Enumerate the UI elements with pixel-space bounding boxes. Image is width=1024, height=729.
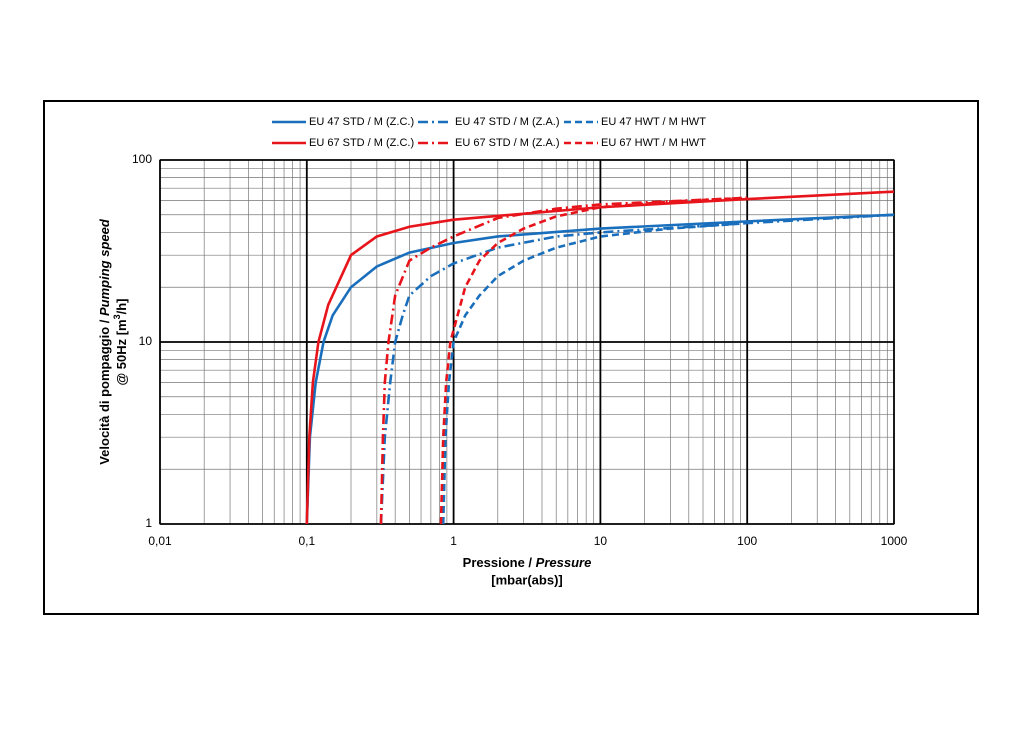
y-tick-label: 10 xyxy=(139,334,153,348)
x-tick-label: 1000 xyxy=(881,534,908,548)
y-unit-text: @ 50Hz [m xyxy=(114,319,129,385)
y-axis-label: Velocità di pompaggio / Pumping speed xyxy=(97,218,112,465)
y-axis-unit: @ 50Hz [m3/h] xyxy=(112,298,129,385)
y-unit-end: /h] xyxy=(114,298,129,314)
legend-label: EU 67 STD / M (Z.C.) xyxy=(309,137,414,149)
plot-border xyxy=(159,159,895,525)
x-axis-label: Pressione / Pressure xyxy=(463,555,592,570)
series-line xyxy=(379,213,895,525)
x-tick-label: 0,1 xyxy=(298,534,315,548)
x-tick-label: 0,01 xyxy=(148,534,172,548)
series-line xyxy=(441,221,748,525)
y-tick-label: 100 xyxy=(132,152,152,166)
x-tick-label: 1 xyxy=(450,534,457,548)
y-label-italic: Pumping speed xyxy=(97,218,112,316)
series-line xyxy=(305,190,895,525)
x-label-text: Pressione / xyxy=(463,555,536,570)
legend-label: EU 47 HWT / M HWT xyxy=(601,116,706,128)
y-unit-sup: 3 xyxy=(112,314,122,319)
legend-label: EU 67 STD / M (Z.A.) xyxy=(455,137,560,149)
x-axis-unit: [mbar(abs)] xyxy=(491,572,563,587)
legend-label: EU 47 STD / M (Z.A.) xyxy=(455,116,560,128)
y-tick-label: 1 xyxy=(145,516,152,530)
series-line xyxy=(305,213,895,525)
y-label-text: Velocità di pompaggio / xyxy=(97,316,112,465)
series-line xyxy=(439,196,748,525)
frame xyxy=(43,100,979,615)
legend-label: EU 47 STD / M (Z.C.) xyxy=(309,116,414,128)
x-label-italic: Pressure xyxy=(536,555,592,570)
x-tick-label: 100 xyxy=(737,534,757,548)
x-tick-label: 10 xyxy=(594,534,608,548)
legend-label: EU 67 HWT / M HWT xyxy=(601,137,706,149)
